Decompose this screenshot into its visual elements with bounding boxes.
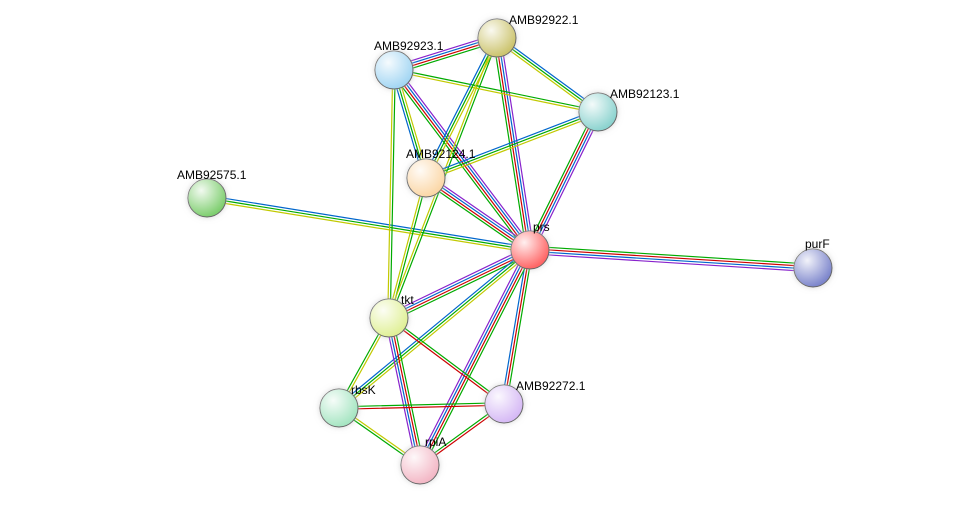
node-label-AMB92922: AMB92922.1 <box>509 13 579 27</box>
edge-prs-tkt <box>406 257 513 308</box>
edge-prs-AMB92123 <box>537 128 588 232</box>
node-AMB92124[interactable] <box>407 159 445 197</box>
edge-prs-AMB92575 <box>226 201 511 247</box>
node-prs[interactable] <box>511 231 549 269</box>
network-graph: prs purF AMB92123.1 AMB92922.1 AMB92923.1 AMB… <box>0 0 976 505</box>
node-label-AMB92272: AMB92272.1 <box>516 379 586 393</box>
edge-tkt-AMB92272 <box>405 328 490 391</box>
node-label-rbsK: rbsK <box>351 383 376 397</box>
edge-tkt-AMB92124 <box>393 196 420 299</box>
edge-prs-AMB92123 <box>535 127 586 231</box>
labels-layer: prs purF AMB92123.1 AMB92922.1 AMB92923.1 AMB… <box>177 13 830 449</box>
edge-AMB92123-AMB92922 <box>512 49 582 101</box>
edge-rbsK-rpiA <box>354 420 404 455</box>
edge-prs-tkt <box>407 259 514 310</box>
node-label-purF: purF <box>805 237 830 251</box>
node-label-AMB92575: AMB92575.1 <box>177 168 247 182</box>
edge-prs-tkt <box>408 262 515 313</box>
nodes-layer <box>188 19 832 484</box>
edge-prs-tkt <box>404 255 511 306</box>
edge-prs-AMB92123 <box>542 131 593 235</box>
node-AMB92923[interactable] <box>375 51 413 89</box>
edge-tkt-rpiA <box>392 337 415 447</box>
edge-AMB92922-AMB92124 <box>435 55 489 161</box>
node-label-prs: prs <box>533 220 550 234</box>
node-rpiA[interactable] <box>401 446 439 484</box>
edge-tkt-AMB92124 <box>395 197 422 300</box>
edge-prs-AMB92123 <box>540 130 591 234</box>
node-AMB92575[interactable] <box>188 179 226 217</box>
edge-AMB92922-AMB92124 <box>432 54 486 160</box>
edge-tkt-AMB92272 <box>403 330 488 393</box>
node-label-AMB92123: AMB92123.1 <box>610 87 680 101</box>
edge-rbsK-rpiA <box>355 418 405 453</box>
node-label-AMB92124: AMB92124.1 <box>406 147 476 161</box>
node-label-tkt: tkt <box>401 293 414 307</box>
node-label-rpiA: rpiA <box>425 435 446 449</box>
edge-prs-AMB92575 <box>225 203 510 249</box>
edge-AMB92123-AMB92922 <box>514 47 584 99</box>
node-purF[interactable] <box>794 249 832 287</box>
node-label-AMB92923: AMB92923.1 <box>374 39 444 53</box>
